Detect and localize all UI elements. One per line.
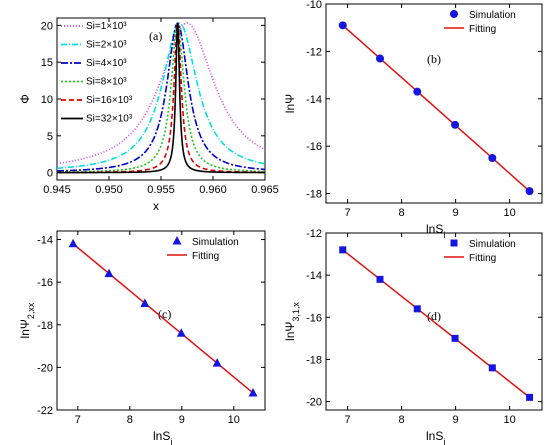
y-tick-label: -12: [306, 46, 322, 58]
data-point: [413, 87, 422, 96]
data-point: [248, 387, 258, 397]
y-axis-label: lnΨ: [283, 94, 297, 113]
data-point: [104, 268, 114, 278]
data-point: [212, 358, 222, 367]
data-point: [488, 364, 496, 372]
data-point: [525, 187, 534, 196]
legend-label-fitting: Fitting: [469, 253, 496, 264]
x-tick-label: 10: [228, 414, 240, 426]
series-line-1: [57, 22, 265, 165]
y-axis-label: lnΨ2,xx: [18, 302, 36, 338]
legend-label-2: Si=2×10³: [86, 40, 127, 51]
legend-label-fitting: Fitting: [469, 24, 496, 35]
x-tick-label: 8: [399, 414, 405, 426]
data-point: [488, 153, 497, 162]
y-tick-label: -18: [306, 189, 322, 201]
y-tick-label: -16: [306, 141, 322, 153]
x-axis-label: lnSi: [153, 429, 172, 445]
x-tick-label: 9: [179, 414, 185, 426]
y-tick-label: -10: [306, 0, 322, 11]
fitting-line: [342, 249, 531, 398]
x-tick-label: 8: [399, 207, 405, 219]
data-point: [376, 54, 384, 63]
y-tick-label: 0: [47, 168, 53, 180]
legend-label-fitting: Fitting: [192, 251, 219, 262]
y-tick-label: -16: [37, 277, 53, 289]
legend-label-4: Si=8×10³: [86, 77, 127, 88]
panel-tag: (d): [427, 309, 441, 323]
panel-tag: (a): [149, 29, 162, 43]
plot-frame: [56, 230, 266, 411]
chart-panel-a: 0.945 0.950 0.955 0.960 0.965 0 5 10 15 20 x Φ (a) Si…: [18, 17, 279, 213]
series-line-6: [57, 23, 265, 174]
x-tick-label: 0.950: [95, 184, 123, 196]
y-tick-label: -20: [37, 362, 53, 374]
x-tick-label: 7: [345, 207, 351, 219]
legend-label-5: Si=16×10³: [86, 95, 133, 106]
legend-label-simulation: Simulation: [192, 237, 239, 248]
legend-label-simulation: Simulation: [469, 239, 516, 250]
y-axis-label: lnΨ3,1,x: [283, 302, 301, 341]
y-tick-label: 10: [41, 94, 53, 106]
x-axis-label: x: [153, 199, 159, 213]
series-line-4: [57, 21, 265, 173]
y-tick-label: 15: [41, 57, 53, 69]
x-tick-label: 10: [503, 207, 515, 219]
x-tick-label: 0.955: [147, 184, 175, 196]
legend-label-1: Si=1×10³: [86, 21, 127, 32]
x-tick-label: 7: [345, 414, 351, 426]
y-axis-label: Φ: [18, 94, 32, 104]
legend-label-3: Si=4×10³: [86, 58, 127, 69]
data-point: [451, 120, 460, 129]
fitting-line: [342, 24, 531, 192]
y-tick-label: 5: [47, 131, 53, 143]
series-line-2: [57, 22, 265, 170]
x-axis-label: lnSi: [426, 429, 445, 445]
y-tick-label: -14: [37, 235, 53, 247]
x-tick-label: 8: [127, 414, 133, 426]
y-tick-label: -14: [306, 270, 322, 282]
x-axis-label: lnSi: [426, 222, 445, 240]
y-tick-label: -22: [37, 405, 53, 417]
data-point: [140, 298, 150, 307]
data-point: [176, 328, 186, 337]
x-tick-label: 9: [453, 414, 459, 426]
series-line-3: [57, 22, 265, 172]
data-point: [451, 334, 459, 342]
chart-panel-d: 7 8 9 10 -12 -14 -16 -18 -20 lnSi lnΨ3,1,x (d) Simul…: [283, 228, 543, 445]
fitting-line: [72, 243, 254, 394]
y-tick-label: -16: [306, 312, 322, 324]
data-point: [376, 275, 384, 283]
legend-marker: [450, 10, 458, 18]
legend-marker: [450, 239, 458, 247]
plot-frame: [325, 3, 543, 204]
x-tick-label: 0.945: [43, 184, 71, 196]
x-tick-label: 0.960: [199, 184, 227, 196]
data-point: [526, 393, 534, 401]
y-tick-label: -14: [306, 94, 322, 106]
legend-label-6: Si=32×10³: [86, 114, 133, 125]
panel-tag: (b): [427, 52, 441, 66]
x-tick-label: 10: [503, 414, 515, 426]
x-tick-label: 9: [453, 207, 459, 219]
data-point: [413, 305, 421, 313]
data-point: [338, 21, 347, 30]
y-tick-label: -18: [306, 354, 322, 366]
chart-panel-b: 7 8 9 10 -10 -12 -14 -16 -18 lnSi lnΨ (b) Simulation…: [283, 0, 543, 240]
data-point: [339, 246, 347, 254]
y-tick-label: -12: [306, 228, 322, 240]
y-tick-label: -20: [306, 397, 322, 409]
legend-label-simulation: Simulation: [469, 10, 516, 21]
plot-frame: [325, 232, 543, 411]
legend-marker: [172, 236, 182, 245]
x-tick-label: 7: [75, 414, 81, 426]
y-tick-label: 20: [41, 20, 53, 32]
y-tick-label: -18: [37, 320, 53, 332]
data-point: [68, 238, 78, 248]
x-tick-label: 0.965: [251, 184, 279, 196]
